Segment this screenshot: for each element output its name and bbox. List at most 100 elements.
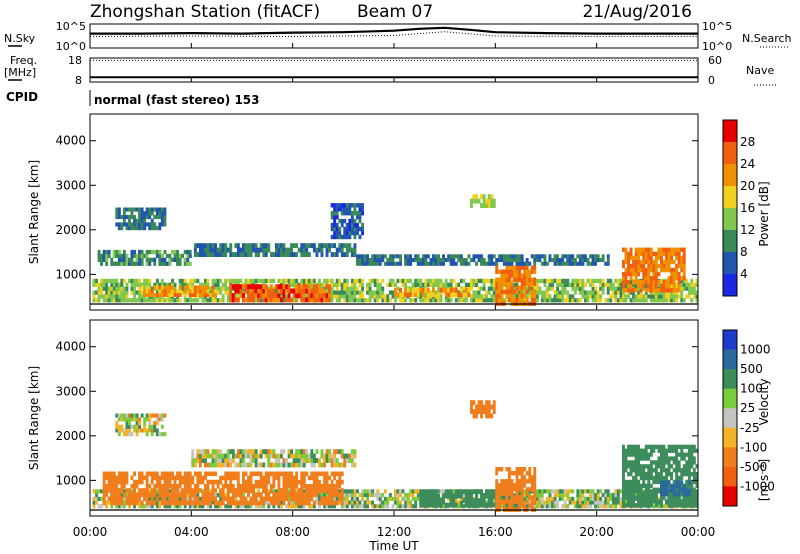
velocity-cell xyxy=(269,488,273,493)
velocity-cell xyxy=(115,496,119,502)
power-cell xyxy=(591,258,595,263)
velocity-cell xyxy=(622,479,625,485)
velocity-cell xyxy=(528,479,532,484)
velocity-cell xyxy=(247,449,250,455)
velocity-cell xyxy=(528,487,532,492)
power-cell xyxy=(356,278,359,284)
velocity-cell xyxy=(685,444,689,449)
velocity-cell xyxy=(535,500,539,505)
power-cell xyxy=(115,222,119,227)
velocity-cell xyxy=(300,488,304,493)
velocity-cell xyxy=(343,462,347,468)
velocity-cell xyxy=(120,504,124,509)
power-cell xyxy=(140,211,144,216)
velocity-cell xyxy=(310,504,314,509)
power-cell xyxy=(632,282,635,287)
velocity-cell xyxy=(300,475,304,481)
power-cell xyxy=(371,254,375,259)
power-cell xyxy=(482,278,486,284)
power-cell xyxy=(117,211,121,216)
power-cell xyxy=(100,290,103,295)
velocity-cell xyxy=(135,417,139,422)
power-cell xyxy=(125,257,129,262)
power-cell xyxy=(632,255,635,261)
velocity-cell xyxy=(667,460,671,465)
power-cell xyxy=(639,259,643,265)
power-cell xyxy=(214,286,217,291)
power-cell xyxy=(292,252,296,257)
power-cell xyxy=(508,281,511,286)
power-cell xyxy=(153,226,157,231)
velocity-cell xyxy=(239,449,243,455)
power-cell xyxy=(546,261,549,266)
velocity-cell xyxy=(627,499,630,504)
velocity-cell xyxy=(670,495,673,500)
velocity-cell xyxy=(155,504,159,509)
power-cell xyxy=(330,290,334,295)
velocity-cell xyxy=(452,498,456,504)
velocity-cell xyxy=(186,496,190,501)
velocity-cell xyxy=(285,475,288,481)
velocity-cell xyxy=(642,491,646,496)
velocity-cell xyxy=(470,489,473,495)
velocity-cell xyxy=(102,479,106,485)
velocity-cell xyxy=(214,500,217,506)
velocity-cell xyxy=(277,453,281,459)
velocity-cell xyxy=(277,458,281,463)
power-cell xyxy=(262,278,266,284)
velocity-cell xyxy=(350,458,354,463)
velocity-cell xyxy=(133,496,136,502)
power-cell xyxy=(619,298,623,303)
power-cell xyxy=(340,222,344,228)
velocity-cell xyxy=(224,475,228,481)
power-cell xyxy=(563,254,567,259)
power-cell xyxy=(672,271,676,277)
power-cell xyxy=(680,263,684,269)
velocity-cell xyxy=(191,449,195,455)
velocity-cell xyxy=(307,492,311,497)
power-cell xyxy=(472,198,476,204)
power-cell xyxy=(155,253,159,259)
velocity-cell xyxy=(695,495,699,500)
power-cell xyxy=(675,263,679,269)
power-cell xyxy=(609,278,613,284)
power-cell xyxy=(634,298,638,303)
velocity-cell xyxy=(133,488,136,493)
velocity-cell xyxy=(553,496,557,501)
power-cell xyxy=(497,293,501,298)
power-cell xyxy=(495,285,499,290)
velocity-cell xyxy=(411,496,415,501)
velocity-cell xyxy=(221,475,225,481)
velocity-cell xyxy=(307,488,311,493)
power-cell xyxy=(619,278,623,284)
power-cell xyxy=(690,282,694,287)
power-cell xyxy=(211,298,215,303)
power-cell xyxy=(629,247,633,252)
power-cell xyxy=(497,277,501,282)
power-cell xyxy=(330,222,334,228)
power-cell xyxy=(209,252,212,257)
velocity-cell xyxy=(343,453,347,459)
velocity-cell xyxy=(183,496,187,502)
velocity-cell xyxy=(188,475,192,481)
power-cell xyxy=(201,252,205,257)
power-cell xyxy=(128,298,131,303)
velocity-cell xyxy=(295,492,299,497)
power-cell xyxy=(236,243,240,249)
velocity-cell xyxy=(325,471,329,477)
power-cell xyxy=(404,298,407,303)
power-cell xyxy=(396,286,400,291)
velocity-cell xyxy=(553,504,557,509)
velocity-cell xyxy=(229,462,233,468)
power-cell xyxy=(457,254,461,259)
power-cell xyxy=(358,207,362,212)
power-cell xyxy=(328,293,331,298)
power-cell xyxy=(345,226,349,232)
power-cell xyxy=(148,257,152,262)
power-cell xyxy=(459,292,463,298)
power-cell xyxy=(335,247,339,253)
velocity-cell xyxy=(363,489,367,494)
power-cell xyxy=(490,294,494,299)
velocity-cell xyxy=(290,484,293,489)
power-cell xyxy=(285,297,288,303)
